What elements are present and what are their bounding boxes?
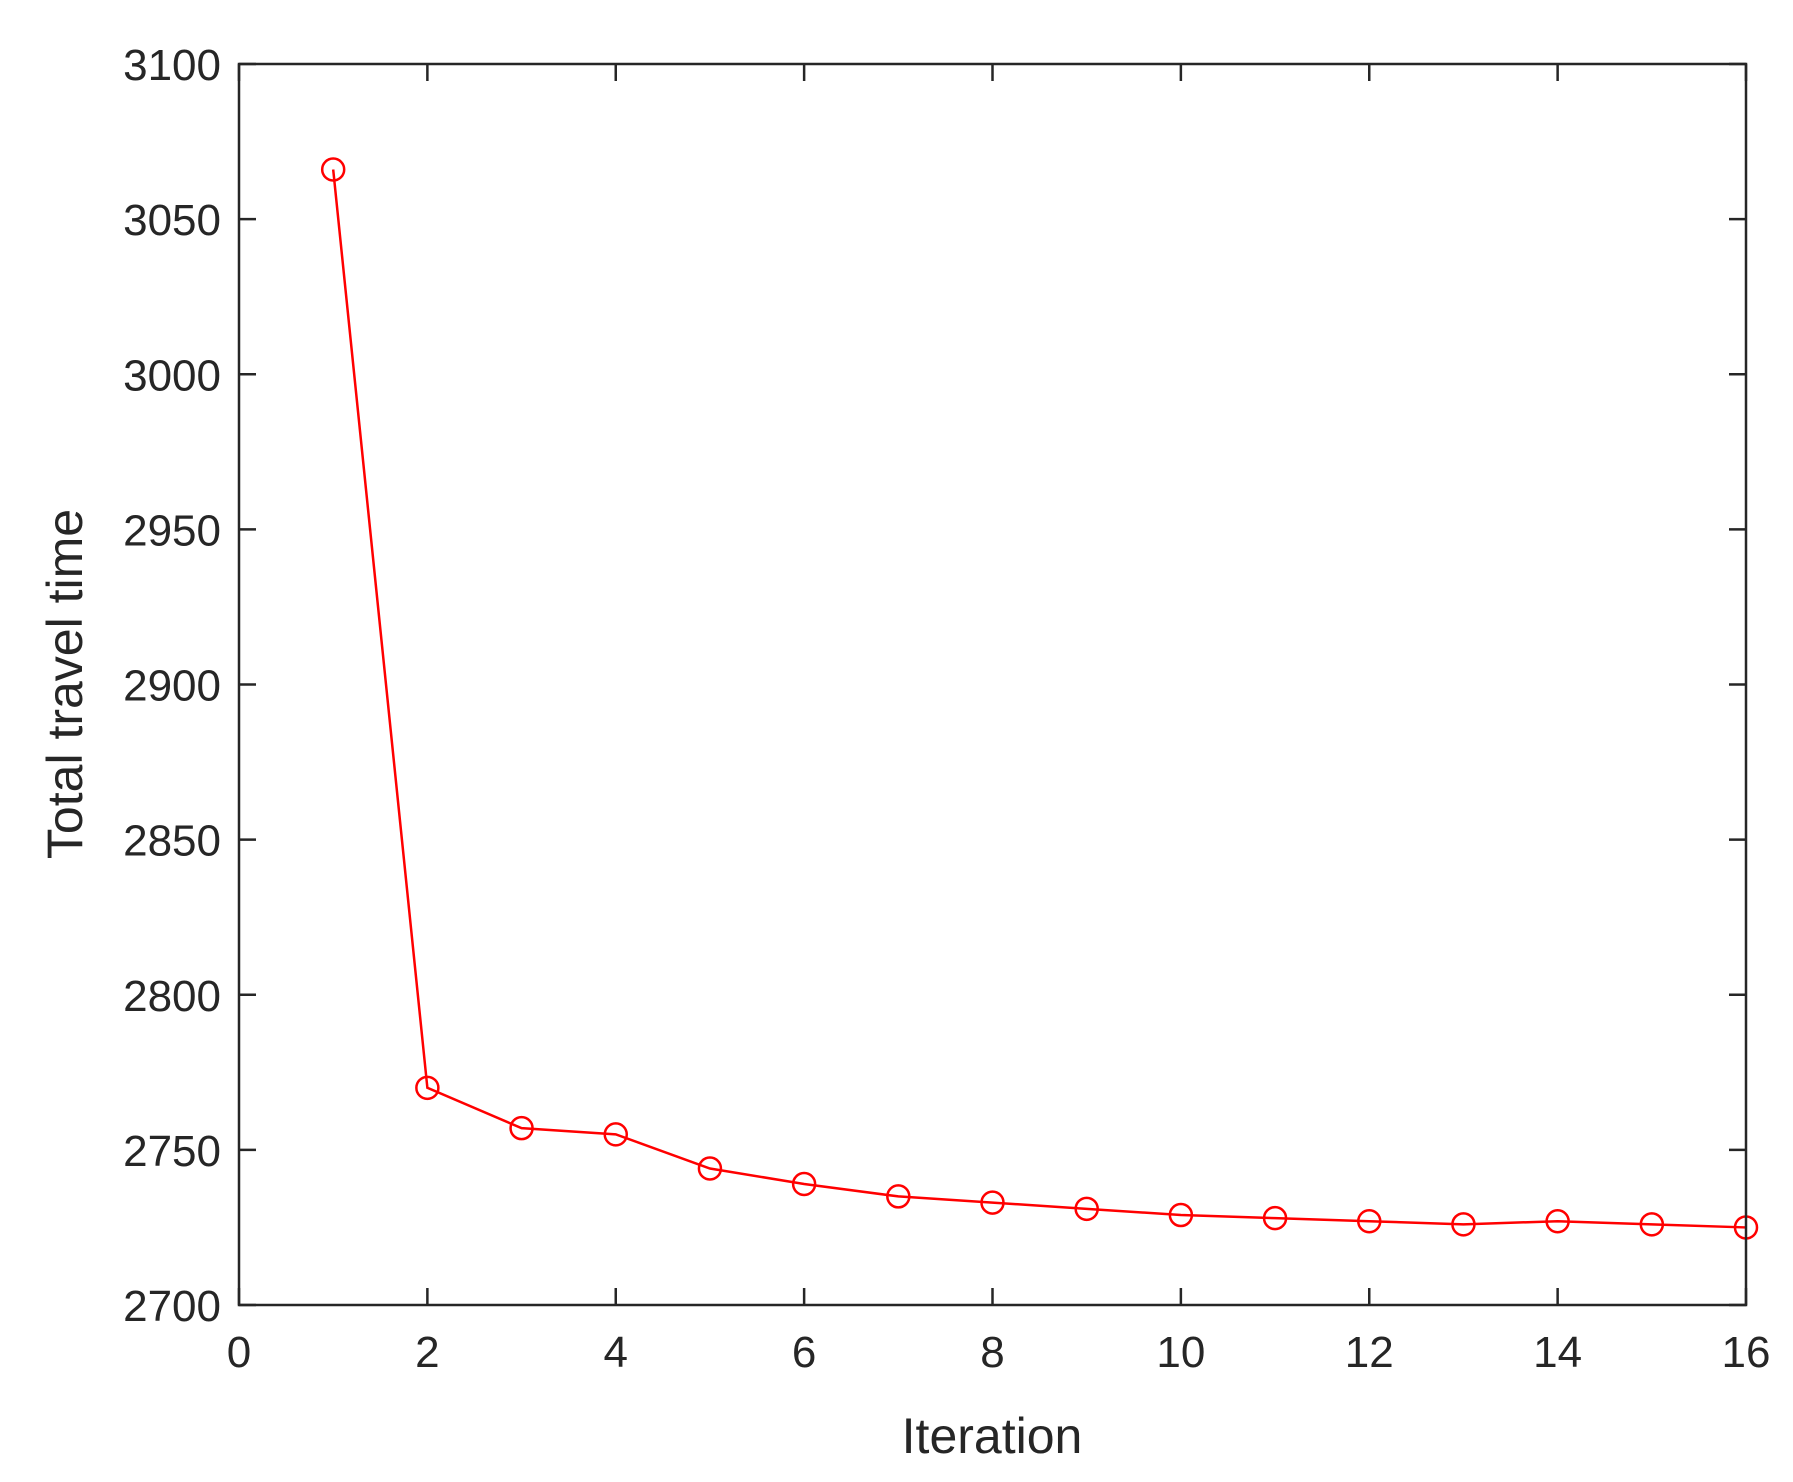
y-tick-label: 3000 [123,351,221,400]
y-tick-label: 2800 [123,972,221,1021]
data-point-marker [1639,1212,1665,1237]
x-tick-label: 16 [1722,1328,1771,1377]
data-point-marker [697,1156,723,1181]
data-point-marker [1262,1205,1288,1231]
data-point-marker [886,1184,911,1209]
series-layer [320,157,1759,1240]
series-line [331,169,1747,1229]
plot-background [239,64,1746,1305]
y-tick-label: 2750 [123,1127,221,1176]
data-point-marker [791,1171,817,1197]
x-tick-label: 12 [1345,1328,1394,1377]
x-tick-labels: 0 2 4 6 8 10 12 14 16 [227,1328,1771,1377]
y-tick-label: 2850 [123,817,221,866]
data-point-marker [1074,1196,1099,1222]
x-tick-label: 10 [1156,1328,1205,1377]
y-tick-label: 2950 [123,506,221,555]
data-point-marker [1451,1212,1476,1237]
data-point-marker [1357,1208,1382,1234]
y-tick-label: 3100 [123,41,221,90]
data-point-marker [603,1122,628,1147]
y-axis-label: Total travel time [37,509,93,859]
x-tick-label: 8 [980,1328,1004,1377]
data-point-marker [509,1115,534,1141]
y-tick-label: 2900 [123,662,221,711]
plot-frame [237,62,1748,1307]
data-point-marker [1545,1208,1570,1234]
y-tick-label: 2700 [123,1282,221,1331]
x-tick-label: 0 [227,1328,251,1377]
y-tick-label: 3050 [123,196,221,245]
data-point-marker [415,1075,440,1101]
x-tick-label: 2 [415,1328,439,1377]
x-tick-label: 14 [1533,1328,1582,1377]
x-tick-label: 6 [792,1328,816,1377]
x-tick-label: 4 [604,1328,628,1377]
y-tick-labels: 2700 2750 2800 2850 2900 2950 3000 3050 3100 [123,41,221,1331]
data-point-marker [1168,1202,1194,1228]
data-point-marker [980,1190,1005,1215]
x-axis-label: Iteration [902,1408,1083,1464]
data-point-marker [320,157,346,182]
